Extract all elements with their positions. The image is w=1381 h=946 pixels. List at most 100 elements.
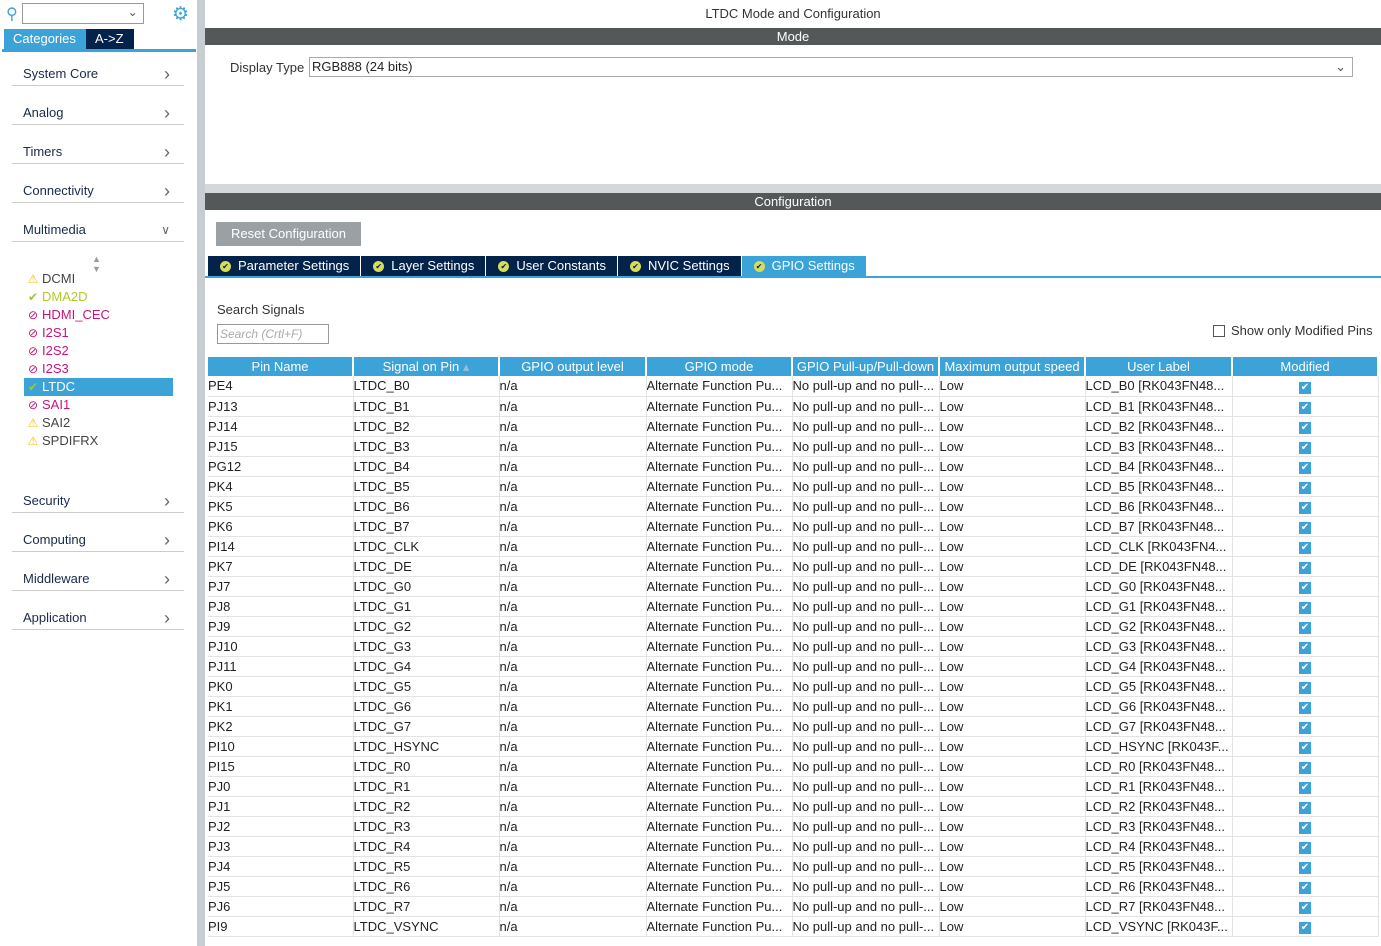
checkbox-checked-icon[interactable]: ✔	[1299, 822, 1311, 834]
table-row[interactable]: PJ4 LTDC_R5 n/a Alternate Function Pu... No …	[208, 856, 1379, 877]
peripheral-sai2[interactable]: ⚠ SAI2	[24, 414, 173, 432]
table-row[interactable]: PK6 LTDC_B7 n/a Alternate Function Pu... No …	[208, 516, 1379, 537]
tab-layer-settings[interactable]: ✔ Layer Settings	[361, 256, 487, 276]
checkbox-checked-icon[interactable]: ✔	[1299, 662, 1311, 674]
checkbox-checked-icon[interactable]: ✔	[1299, 582, 1311, 594]
search-combo[interactable]: ⌄	[21, 3, 144, 24]
table-row[interactable]: PK2 LTDC_G7 n/a Alternate Function Pu... No …	[208, 716, 1379, 737]
table-row[interactable]: PJ15 LTDC_B3 n/a Alternate Function Pu... No…	[208, 436, 1379, 457]
peripheral-i2s2[interactable]: ⊘ I2S2	[24, 342, 173, 360]
checkbox-checked-icon[interactable]: ✔	[1299, 782, 1311, 794]
splitter[interactable]	[197, 0, 205, 946]
table-row[interactable]: PJ14 LTDC_B2 n/a Alternate Function Pu... No…	[208, 416, 1379, 437]
table-row[interactable]: PJ7 LTDC_G0 n/a Alternate Function Pu... No …	[208, 576, 1379, 597]
category-timers[interactable]: Timers ›	[12, 140, 184, 164]
gear-icon[interactable]: ⚙	[172, 4, 190, 25]
checkbox-icon[interactable]	[1213, 324, 1225, 337]
checkbox-checked-icon[interactable]: ✔	[1299, 422, 1311, 434]
table-row[interactable]: PE4 LTDC_B0 n/a Alternate Function Pu... No …	[208, 376, 1379, 397]
peripheral-i2s1[interactable]: ⊘ I2S1	[24, 324, 173, 342]
table-row[interactable]: PJ6 LTDC_R7 n/a Alternate Function Pu... No …	[208, 896, 1379, 917]
table-row[interactable]: PK7 LTDC_DE n/a Alternate Function Pu... No …	[208, 556, 1379, 577]
category-analog[interactable]: Analog ›	[12, 101, 184, 125]
category-middleware[interactable]: Middleware ›	[12, 567, 184, 591]
peripheral-hdmi_cec[interactable]: ⊘ HDMI_CEC	[24, 306, 173, 324]
category-multimedia[interactable]: Multimedia ∨	[12, 218, 184, 242]
tab-a-z[interactable]: A->Z	[86, 29, 134, 49]
table-row[interactable]: PJ5 LTDC_R6 n/a Alternate Function Pu... No …	[208, 876, 1379, 897]
checkbox-checked-icon[interactable]: ✔	[1299, 842, 1311, 854]
chevron-down-icon[interactable]: ⌄	[127, 5, 138, 19]
column-header-pin-name[interactable]: Pin Name	[208, 357, 354, 376]
peripheral-sai1[interactable]: ⊘ SAI1	[24, 396, 173, 414]
checkbox-checked-icon[interactable]: ✔	[1299, 522, 1311, 534]
table-row[interactable]: PG12 LTDC_B4 n/a Alternate Function Pu... No…	[208, 456, 1379, 477]
table-row[interactable]: PI9 LTDC_VSYNC n/a Alternate Function Pu...…	[208, 916, 1379, 937]
peripheral-ltdc[interactable]: ✔ LTDC	[24, 378, 173, 396]
table-row[interactable]: PI10 LTDC_HSYNC n/a Alternate Function Pu..…	[208, 736, 1379, 757]
table-row[interactable]: PJ1 LTDC_R2 n/a Alternate Function Pu... No …	[208, 796, 1379, 817]
category-computing[interactable]: Computing ›	[12, 528, 184, 552]
peripheral-spdifrx[interactable]: ⚠ SPDIFRX	[24, 432, 173, 450]
checkbox-checked-icon[interactable]: ✔	[1299, 702, 1311, 714]
tab-gpio-settings[interactable]: ✔ GPIO Settings	[741, 256, 867, 276]
checkbox-checked-icon[interactable]: ✔	[1299, 682, 1311, 694]
display-type-select[interactable]: RGB888 (24 bits) ⌄	[309, 57, 1353, 77]
checkbox-checked-icon[interactable]: ✔	[1299, 762, 1311, 774]
column-header-maximum-output-speed[interactable]: Maximum output speed	[939, 357, 1086, 376]
reset-configuration-button[interactable]: Reset Configuration	[216, 222, 361, 246]
search-icon[interactable]: ⚲	[6, 5, 18, 23]
checkbox-checked-icon[interactable]: ✔	[1299, 482, 1311, 494]
category-security[interactable]: Security ›	[12, 489, 184, 513]
table-row[interactable]: PJ9 LTDC_G2 n/a Alternate Function Pu... No …	[208, 616, 1379, 637]
checkbox-checked-icon[interactable]: ✔	[1299, 442, 1311, 454]
checkbox-checked-icon[interactable]: ✔	[1299, 742, 1311, 754]
table-row[interactable]: PK0 LTDC_G5 n/a Alternate Function Pu... No …	[208, 676, 1379, 697]
column-header-gpio-pull-up-pull-down[interactable]: GPIO Pull-up/Pull-down	[792, 357, 940, 376]
checkbox-checked-icon[interactable]: ✔	[1299, 462, 1311, 474]
peripheral-i2s3[interactable]: ⊘ I2S3	[24, 360, 173, 378]
checkbox-checked-icon[interactable]: ✔	[1299, 402, 1311, 414]
table-row[interactable]: PK5 LTDC_B6 n/a Alternate Function Pu... No …	[208, 496, 1379, 517]
checkbox-checked-icon[interactable]: ✔	[1299, 542, 1311, 554]
show-modified-checkbox[interactable]: Show only Modified Pins	[1213, 323, 1373, 338]
table-row[interactable]: PJ11 LTDC_G4 n/a Alternate Function Pu... No…	[208, 656, 1379, 677]
table-row[interactable]: PJ2 LTDC_R3 n/a Alternate Function Pu... No …	[208, 816, 1379, 837]
checkbox-checked-icon[interactable]: ✔	[1299, 902, 1311, 914]
checkbox-checked-icon[interactable]: ✔	[1299, 882, 1311, 894]
category-system-core[interactable]: System Core ›	[12, 62, 184, 86]
table-row[interactable]: PJ0 LTDC_R1 n/a Alternate Function Pu... No …	[208, 776, 1379, 797]
sort-arrows-icon[interactable]: ▲ ▼	[92, 254, 101, 274]
column-header-user-label[interactable]: User Label	[1085, 357, 1233, 376]
checkbox-checked-icon[interactable]: ✔	[1299, 502, 1311, 514]
table-row[interactable]: PI14 LTDC_CLK n/a Alternate Function Pu... N…	[208, 536, 1379, 557]
table-row[interactable]: PJ3 LTDC_R4 n/a Alternate Function Pu... No …	[208, 836, 1379, 857]
checkbox-checked-icon[interactable]: ✔	[1299, 722, 1311, 734]
category-connectivity[interactable]: Connectivity ›	[12, 179, 184, 203]
tab-nvic-settings[interactable]: ✔ NVIC Settings	[617, 256, 742, 276]
category-application[interactable]: Application ›	[12, 606, 184, 630]
checkbox-checked-icon[interactable]: ✔	[1299, 622, 1311, 634]
tab-user-constants[interactable]: ✔ User Constants	[486, 256, 618, 276]
checkbox-checked-icon[interactable]: ✔	[1299, 642, 1311, 654]
checkbox-checked-icon[interactable]: ✔	[1299, 802, 1311, 814]
checkbox-checked-icon[interactable]: ✔	[1299, 862, 1311, 874]
table-row[interactable]: PJ10 LTDC_G3 n/a Alternate Function Pu... No…	[208, 636, 1379, 657]
table-row[interactable]: PK4 LTDC_B5 n/a Alternate Function Pu... No …	[208, 476, 1379, 497]
checkbox-checked-icon[interactable]: ✔	[1299, 922, 1311, 934]
column-header-modified[interactable]: Modified	[1232, 357, 1379, 376]
table-row[interactable]: PJ13 LTDC_B1 n/a Alternate Function Pu... No…	[208, 396, 1379, 417]
checkbox-checked-icon[interactable]: ✔	[1299, 381, 1311, 394]
search-signals-input[interactable]: Search (Crtl+F)	[217, 324, 329, 344]
peripheral-dcmi[interactable]: ⚠ DCMI	[24, 270, 173, 288]
column-header-signal-on-pin[interactable]: Signal on Pin ▴	[353, 357, 500, 376]
checkbox-checked-icon[interactable]: ✔	[1299, 602, 1311, 614]
tab-categories[interactable]: Categories	[4, 29, 86, 49]
tab-parameter-settings[interactable]: ✔ Parameter Settings	[208, 256, 362, 276]
table-row[interactable]: PK1 LTDC_G6 n/a Alternate Function Pu... No …	[208, 696, 1379, 717]
table-row[interactable]: PJ8 LTDC_G1 n/a Alternate Function Pu... No …	[208, 596, 1379, 617]
column-header-gpio-mode[interactable]: GPIO mode	[646, 357, 793, 376]
column-header-gpio-output-level[interactable]: GPIO output level	[499, 357, 647, 376]
checkbox-checked-icon[interactable]: ✔	[1299, 562, 1311, 574]
peripheral-dma2d[interactable]: ✔ DMA2D	[24, 288, 173, 306]
